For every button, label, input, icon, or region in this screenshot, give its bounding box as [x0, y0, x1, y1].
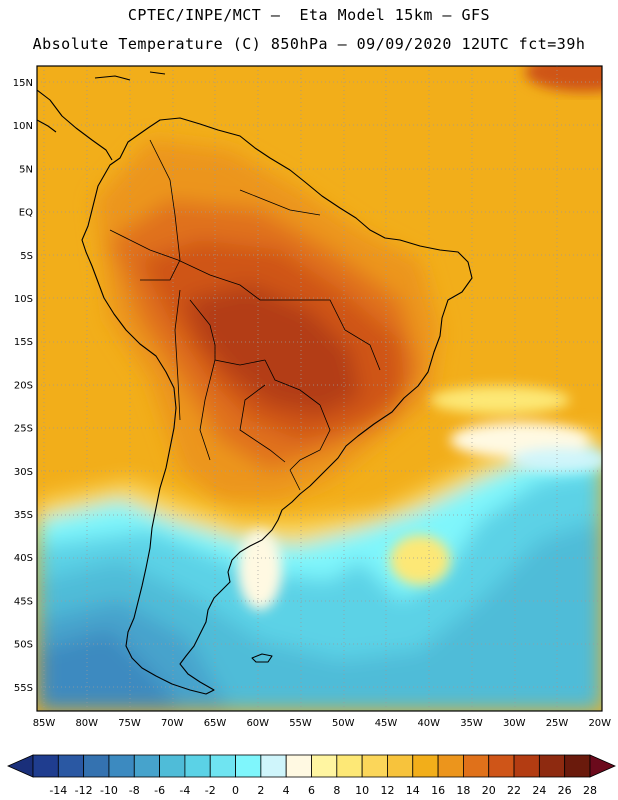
lat-tick-label: 15N [13, 78, 33, 89]
colorbar-swatch [513, 754, 540, 778]
lat-tick-label: 35S [14, 510, 33, 521]
lon-tick-label: 40W [417, 718, 440, 729]
colorbar-swatch [133, 754, 160, 778]
lat-tick-label: EQ [19, 208, 33, 219]
colorbar-label: -2 [205, 784, 216, 797]
colorbar-label: -10 [100, 784, 118, 797]
lon-tick-label: 45W [375, 718, 398, 729]
colorbar-label: 10 [355, 784, 369, 797]
colorbar-label: -4 [179, 784, 190, 797]
colorbar-swatch [488, 754, 515, 778]
colorbar-label: 28 [583, 784, 597, 797]
colorbar-swatch [311, 754, 338, 778]
colorbar-label: 0 [232, 784, 239, 797]
colorbar-label: 18 [456, 784, 470, 797]
lat-tick-label: 55S [14, 683, 33, 694]
lon-tick-label: 55W [289, 718, 312, 729]
colorbar: -14 -12 -10 -8 -6 -4 -2 0 2 4 6 8 10 12 14 16 18 20 22 24 26… [7, 754, 616, 797]
latitude-axis: 15N 10N 5N EQ 5S 10S 15S 20S 25S 30S 35S 40S 45S 50S 5… [13, 78, 33, 694]
colorbar-swatch [387, 754, 414, 778]
lat-tick-label: 20S [14, 380, 33, 391]
lon-tick-label: 20W [588, 718, 611, 729]
colorbar-swatch [235, 754, 262, 778]
lat-tick-label: 10S [14, 294, 33, 305]
colorbar-label: 8 [333, 784, 340, 797]
colorbar-swatch [57, 754, 85, 778]
lon-tick-label: 25W [546, 718, 569, 729]
lat-tick-label: 40S [14, 553, 33, 564]
lon-tick-label: 30W [503, 718, 526, 729]
longitude-axis: 85W 80W 75W 70W 65W 60W 55W 50W 45W 40W 35W 30W 25W 2… [33, 718, 611, 729]
lat-tick-label: 30S [14, 467, 33, 478]
lon-tick-label: 60W [246, 718, 269, 729]
colorbar-label: 22 [507, 784, 521, 797]
map-frame [36, 65, 603, 712]
colorbar-label: -8 [129, 784, 140, 797]
coastlines [37, 71, 473, 695]
colorbar-label: 24 [532, 784, 546, 797]
colorbar-label: 12 [380, 784, 394, 797]
lon-tick-label: 65W [204, 718, 227, 729]
colorbar-swatch [108, 754, 135, 778]
colorbar-label: 6 [308, 784, 315, 797]
colorbar-label: -6 [154, 784, 165, 797]
colorbar-label: -12 [75, 784, 93, 797]
temperature-field [37, 66, 602, 711]
lon-tick-label: 70W [161, 718, 184, 729]
lat-tick-label: 15S [14, 337, 33, 348]
colorbar-swatch [564, 754, 591, 778]
colorbar-swatch [361, 754, 388, 778]
lon-tick-label: 85W [33, 718, 56, 729]
colorbar-swatch [83, 754, 110, 778]
lat-tick-label: 50S [14, 640, 33, 651]
colorbar-swatch [285, 754, 312, 778]
colorbar-swatch [184, 754, 211, 778]
chart-title-line1: CPTEC/INPE/MCT – Eta Model 15km – GFS [127, 6, 491, 24]
colorbar-label: 16 [431, 784, 445, 797]
colorbar-over-arrow [589, 754, 616, 778]
colorbar-label: 2 [257, 784, 264, 797]
colorbar-under-arrow [7, 754, 34, 778]
lon-tick-label: 75W [118, 718, 141, 729]
lat-tick-label: 5S [20, 251, 33, 262]
chart-title-line2: Absolute Temperature (C) 850hPa – 09/09/… [32, 35, 586, 53]
colorbar-swatch [260, 754, 287, 778]
lat-tick-label: 5N [19, 164, 33, 175]
lat-tick-label: 25S [14, 424, 33, 435]
lon-tick-label: 35W [460, 718, 483, 729]
lon-tick-label: 50W [332, 718, 355, 729]
lat-tick-label: 10N [13, 121, 33, 132]
colorbar-swatch [538, 754, 566, 778]
country-borders [109, 139, 381, 491]
colorbar-label: 20 [482, 784, 496, 797]
colorbar-label: 26 [558, 784, 572, 797]
colorbar-swatch [32, 754, 59, 778]
lon-tick-label: 80W [75, 718, 98, 729]
colorbar-label: 14 [406, 784, 420, 797]
colorbar-swatch [437, 754, 464, 778]
colorbar-swatch [209, 754, 236, 778]
colorbar-swatch [336, 754, 363, 778]
colorbar-swatch [159, 754, 186, 778]
colorbar-label: 4 [283, 784, 290, 797]
colorbar-label: -14 [49, 784, 67, 797]
colorbar-swatch [463, 754, 490, 778]
colorbar-swatch [412, 754, 439, 778]
lat-tick-label: 45S [14, 596, 33, 607]
